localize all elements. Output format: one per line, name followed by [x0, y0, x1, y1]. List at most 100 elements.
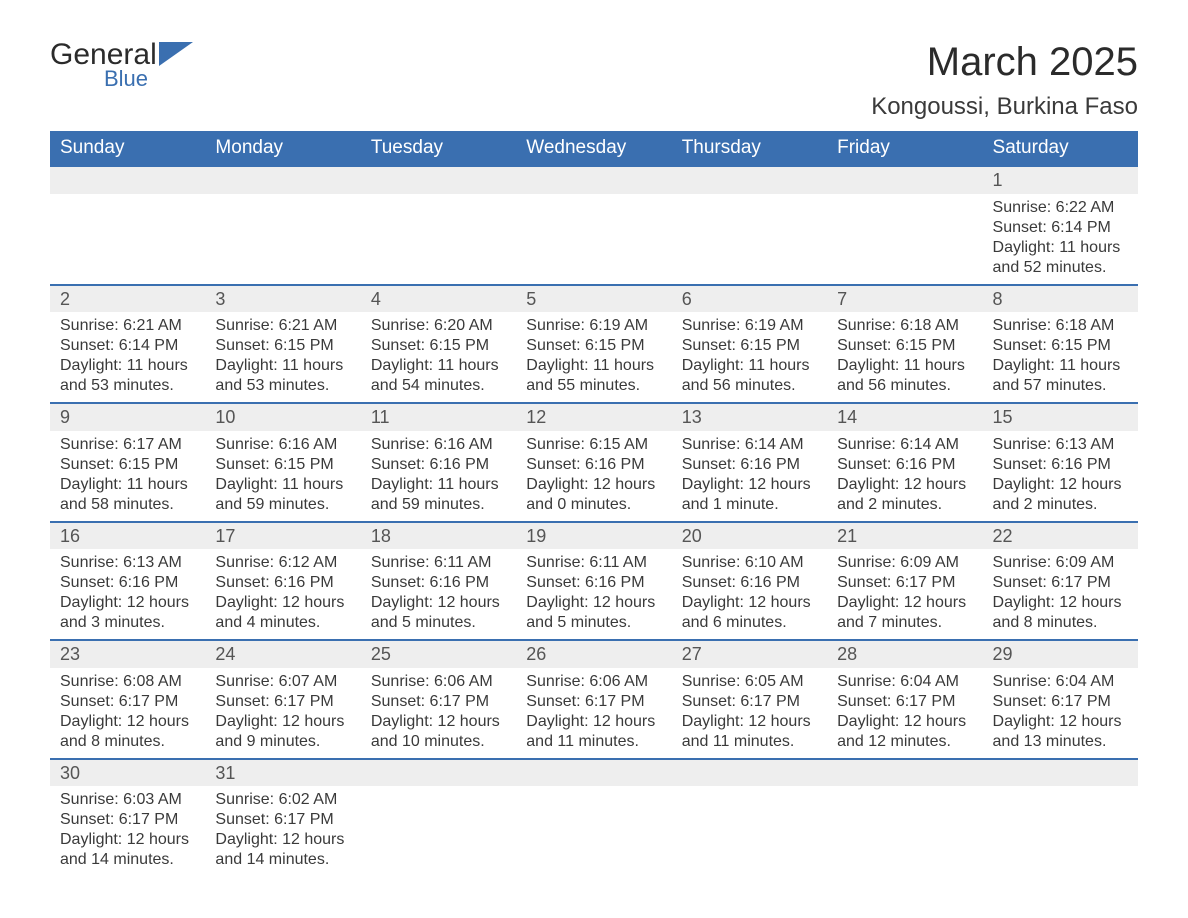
day-detail-line: Sunset: 6:17 PM [993, 692, 1128, 712]
calendar-table: SundayMondayTuesdayWednesdayThursdayFrid… [50, 131, 1138, 876]
day-number-row: 2345678 [50, 285, 1138, 313]
day-number-cell: 28 [827, 640, 982, 668]
day-detail-line: Daylight: 11 hours [215, 475, 350, 495]
day-detail-line: Daylight: 11 hours [526, 356, 661, 376]
weekday-header-row: SundayMondayTuesdayWednesdayThursdayFrid… [50, 131, 1138, 166]
day-detail-line: and 53 minutes. [215, 376, 350, 396]
day-detail-line: Sunrise: 6:19 AM [526, 316, 661, 336]
day-detail-line: Sunset: 6:17 PM [60, 810, 195, 830]
day-detail-line: Daylight: 11 hours [215, 356, 350, 376]
day-number-cell: 12 [516, 403, 671, 431]
day-detail-line: Sunset: 6:17 PM [526, 692, 661, 712]
day-detail-line: Sunrise: 6:05 AM [682, 672, 817, 692]
day-number-cell: 4 [361, 285, 516, 313]
day-detail-line: Sunset: 6:16 PM [526, 573, 661, 593]
day-detail-cell: Sunrise: 6:09 AMSunset: 6:17 PMDaylight:… [827, 549, 982, 640]
day-detail-cell: Sunrise: 6:11 AMSunset: 6:16 PMDaylight:… [361, 549, 516, 640]
day-detail-row: Sunrise: 6:08 AMSunset: 6:17 PMDaylight:… [50, 668, 1138, 759]
day-detail-line: and 9 minutes. [215, 732, 350, 752]
day-detail-line: and 57 minutes. [993, 376, 1128, 396]
day-detail-line: Sunrise: 6:19 AM [682, 316, 817, 336]
day-detail-line: Sunrise: 6:09 AM [993, 553, 1128, 573]
day-number-cell: 6 [672, 285, 827, 313]
day-detail-line: and 58 minutes. [60, 495, 195, 515]
day-detail-line: Sunset: 6:15 PM [371, 336, 506, 356]
day-number-cell: 13 [672, 403, 827, 431]
day-detail-row: Sunrise: 6:03 AMSunset: 6:17 PMDaylight:… [50, 786, 1138, 876]
day-detail-cell: Sunrise: 6:16 AMSunset: 6:16 PMDaylight:… [361, 431, 516, 522]
day-detail-line: Sunset: 6:17 PM [993, 573, 1128, 593]
day-detail-line: Sunset: 6:16 PM [60, 573, 195, 593]
day-detail-line: and 2 minutes. [993, 495, 1128, 515]
day-detail-line: Sunset: 6:17 PM [682, 692, 817, 712]
day-number-cell [983, 759, 1138, 787]
day-detail-row: Sunrise: 6:21 AMSunset: 6:14 PMDaylight:… [50, 312, 1138, 403]
day-number-cell: 8 [983, 285, 1138, 313]
day-detail-line: Daylight: 12 hours [215, 593, 350, 613]
day-number-cell: 1 [983, 166, 1138, 194]
day-detail-line: Daylight: 12 hours [682, 593, 817, 613]
day-detail-line: Daylight: 12 hours [993, 475, 1128, 495]
day-detail-cell: Sunrise: 6:04 AMSunset: 6:17 PMDaylight:… [983, 668, 1138, 759]
day-number-cell: 29 [983, 640, 1138, 668]
weekday-header: Tuesday [361, 131, 516, 166]
day-detail-cell: Sunrise: 6:18 AMSunset: 6:15 PMDaylight:… [983, 312, 1138, 403]
day-detail-line: Daylight: 11 hours [371, 356, 506, 376]
day-detail-line: and 11 minutes. [682, 732, 817, 752]
day-detail-cell: Sunrise: 6:14 AMSunset: 6:16 PMDaylight:… [672, 431, 827, 522]
day-detail-line: Sunrise: 6:04 AM [993, 672, 1128, 692]
day-detail-line: Sunset: 6:16 PM [993, 455, 1128, 475]
day-detail-line: and 8 minutes. [993, 613, 1128, 633]
day-detail-cell [983, 786, 1138, 876]
weekday-header: Saturday [983, 131, 1138, 166]
day-detail-cell [827, 786, 982, 876]
day-detail-line: Sunset: 6:15 PM [215, 455, 350, 475]
day-detail-line: Daylight: 12 hours [371, 712, 506, 732]
day-detail-line: Daylight: 11 hours [682, 356, 817, 376]
day-detail-line: Daylight: 12 hours [837, 712, 972, 732]
day-detail-line: and 6 minutes. [682, 613, 817, 633]
day-detail-line: Daylight: 11 hours [371, 475, 506, 495]
day-detail-line: Sunset: 6:17 PM [837, 573, 972, 593]
day-number-cell: 31 [205, 759, 360, 787]
day-detail-line: Daylight: 12 hours [526, 712, 661, 732]
day-number-cell: 21 [827, 522, 982, 550]
day-number-cell: 14 [827, 403, 982, 431]
day-detail-line: Sunrise: 6:13 AM [60, 553, 195, 573]
day-detail-line: Sunrise: 6:04 AM [837, 672, 972, 692]
day-detail-cell: Sunrise: 6:21 AMSunset: 6:15 PMDaylight:… [205, 312, 360, 403]
day-number-row: 1 [50, 166, 1138, 194]
day-number-cell [516, 166, 671, 194]
day-detail-line: Daylight: 12 hours [837, 593, 972, 613]
day-detail-cell: Sunrise: 6:11 AMSunset: 6:16 PMDaylight:… [516, 549, 671, 640]
day-detail-cell [361, 786, 516, 876]
day-detail-line: Sunset: 6:15 PM [526, 336, 661, 356]
day-detail-cell: Sunrise: 6:03 AMSunset: 6:17 PMDaylight:… [50, 786, 205, 876]
day-detail-cell [50, 194, 205, 285]
day-number-cell [50, 166, 205, 194]
day-detail-line: Sunset: 6:17 PM [837, 692, 972, 712]
day-detail-line: Daylight: 12 hours [837, 475, 972, 495]
day-number-cell: 30 [50, 759, 205, 787]
day-detail-cell: Sunrise: 6:16 AMSunset: 6:15 PMDaylight:… [205, 431, 360, 522]
day-number-cell: 7 [827, 285, 982, 313]
day-detail-line: Sunrise: 6:15 AM [526, 435, 661, 455]
day-detail-cell [672, 194, 827, 285]
day-detail-cell [516, 786, 671, 876]
day-detail-row: Sunrise: 6:17 AMSunset: 6:15 PMDaylight:… [50, 431, 1138, 522]
day-detail-line: Daylight: 12 hours [526, 475, 661, 495]
day-detail-line: Sunrise: 6:14 AM [837, 435, 972, 455]
day-detail-cell: Sunrise: 6:02 AMSunset: 6:17 PMDaylight:… [205, 786, 360, 876]
day-detail-line: Sunrise: 6:16 AM [215, 435, 350, 455]
day-number-cell: 16 [50, 522, 205, 550]
day-detail-line: and 55 minutes. [526, 376, 661, 396]
day-detail-line: and 5 minutes. [371, 613, 506, 633]
day-detail-line: and 59 minutes. [371, 495, 506, 515]
day-detail-line: Daylight: 12 hours [682, 712, 817, 732]
day-detail-cell: Sunrise: 6:13 AMSunset: 6:16 PMDaylight:… [50, 549, 205, 640]
day-number-cell: 2 [50, 285, 205, 313]
day-detail-cell: Sunrise: 6:09 AMSunset: 6:17 PMDaylight:… [983, 549, 1138, 640]
day-detail-cell: Sunrise: 6:19 AMSunset: 6:15 PMDaylight:… [516, 312, 671, 403]
header: General Blue March 2025 Kongoussi, Burki… [50, 40, 1138, 121]
day-detail-line: and 0 minutes. [526, 495, 661, 515]
